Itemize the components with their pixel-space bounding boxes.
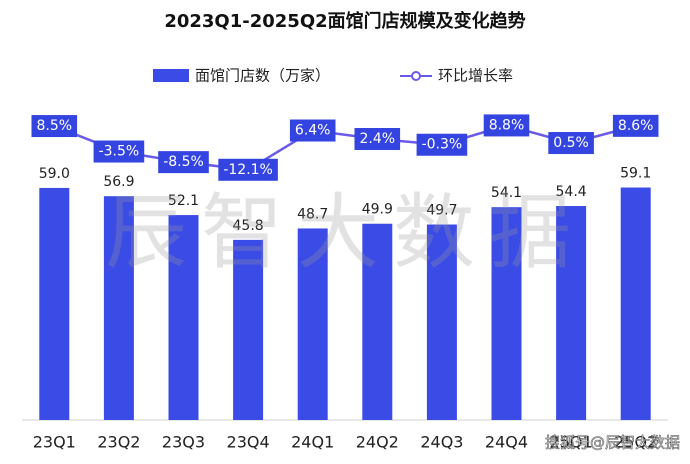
line-value-box: [31, 115, 78, 138]
legend-label: 环比增长率: [438, 67, 513, 85]
bar: [39, 187, 70, 420]
line-value-box: [354, 128, 401, 151]
legend-label: 面馆门店数（万家）: [195, 67, 330, 85]
legend-swatch: [153, 69, 189, 82]
x-tick-label: 23Q1: [33, 433, 76, 452]
bar-value-label: 52.1: [168, 193, 199, 209]
bar-value-label: 59.0: [39, 166, 70, 182]
chart-title: 2023Q1-2025Q2面馆门店规模及变化趋势: [164, 10, 525, 32]
bar-value-label: 54.1: [491, 185, 522, 201]
bar: [168, 215, 199, 420]
x-tick-label: 25Q2: [614, 433, 657, 452]
bar: [233, 239, 264, 420]
line-value-label: 8.8%: [483, 114, 530, 137]
line-value-text: 8.6%: [618, 118, 654, 134]
line-value-text: -0.3%: [422, 137, 463, 153]
x-tick-label: 24Q3: [420, 433, 463, 452]
line-value-text: -12.1%: [223, 162, 273, 178]
line-value-text: -3.5%: [99, 144, 140, 160]
line-value-box: [93, 140, 145, 163]
bar-value-label: 56.9: [103, 174, 134, 190]
line-value-box: [612, 114, 659, 137]
line-value-text: 8.5%: [37, 118, 73, 134]
line-value-label: 0.5%: [548, 132, 594, 155]
bar-value-label: 45.8: [233, 218, 264, 234]
line-value-box: [416, 133, 468, 156]
x-tick-label: 24Q2: [356, 433, 399, 452]
line-value-text: 0.5%: [553, 135, 589, 151]
line: [53, 124, 637, 172]
line-value-label: 6.4%: [289, 119, 336, 142]
bar-value-label: 49.7: [426, 203, 457, 219]
watermark: 辰智大数据: [105, 185, 585, 280]
line-value-label: -0.3%: [416, 133, 468, 156]
x-tick-label: 24Q4: [485, 433, 528, 452]
line-value-box: [158, 151, 209, 174]
line-value-label: -12.1%: [218, 158, 278, 181]
x-tick-label: 23Q3: [162, 433, 205, 452]
bar-value-label: 54.4: [556, 184, 587, 200]
line-value-text: 6.4%: [295, 123, 331, 139]
line-value-box: [218, 158, 278, 181]
line-value-box: [289, 119, 336, 142]
bar: [297, 228, 328, 420]
bar-value-label: 59.1: [620, 166, 651, 182]
line-value-label: 2.4%: [354, 128, 401, 151]
line-value-label: 8.6%: [612, 114, 659, 137]
line-value-text: 8.8%: [489, 117, 525, 133]
bar: [362, 223, 393, 420]
bar: [491, 207, 522, 420]
x-tick-label: 23Q2: [97, 433, 140, 452]
bar-value-label: 48.7: [297, 206, 328, 222]
bar-value-label: 49.9: [362, 202, 393, 218]
bar: [620, 187, 651, 420]
x-tick-label: 25Q1: [550, 433, 593, 452]
line-value-box: [548, 132, 594, 155]
line-value-text: -8.5%: [163, 154, 204, 170]
line-value-box: [483, 114, 530, 137]
bar: [103, 196, 134, 420]
legend-swatch: [411, 71, 421, 81]
line-value-label: -8.5%: [158, 151, 209, 174]
x-tick-label: 23Q4: [227, 433, 270, 452]
bar: [556, 206, 587, 420]
source: 搜狐号@辰智大数据: [545, 434, 680, 452]
line-value-label: -3.5%: [93, 140, 145, 163]
line-value-label: 8.5%: [31, 115, 78, 138]
line-value-text: 2.4%: [360, 131, 396, 147]
bar: [426, 224, 457, 420]
x-tick-label: 24Q1: [291, 433, 334, 452]
